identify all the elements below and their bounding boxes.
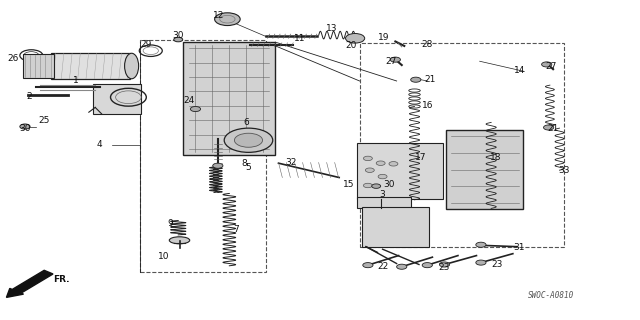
- Text: 10: 10: [158, 252, 170, 261]
- Circle shape: [364, 183, 372, 188]
- Text: 23: 23: [492, 260, 503, 269]
- Circle shape: [378, 174, 387, 179]
- Text: 18: 18: [490, 153, 501, 162]
- Text: 1: 1: [73, 76, 79, 85]
- Text: 6: 6: [244, 118, 250, 127]
- Text: 33: 33: [558, 166, 570, 175]
- FancyArrow shape: [6, 270, 53, 297]
- Circle shape: [376, 161, 385, 165]
- Text: 23: 23: [439, 263, 450, 272]
- Text: 29: 29: [141, 40, 152, 49]
- Text: 30: 30: [172, 31, 184, 40]
- Text: 17: 17: [415, 153, 427, 162]
- Circle shape: [411, 77, 421, 82]
- Circle shape: [397, 264, 407, 269]
- Text: 25: 25: [38, 116, 50, 125]
- Bar: [140, 40, 266, 272]
- Text: 21: 21: [424, 75, 436, 84]
- Circle shape: [190, 107, 200, 112]
- FancyBboxPatch shape: [93, 84, 141, 114]
- Circle shape: [476, 260, 486, 265]
- Text: 21: 21: [547, 124, 559, 133]
- Text: 11: 11: [294, 34, 305, 43]
- Circle shape: [543, 125, 554, 130]
- Bar: [360, 43, 564, 247]
- Text: 9: 9: [167, 219, 173, 228]
- Bar: [357, 197, 412, 208]
- Text: 30: 30: [383, 180, 395, 189]
- Text: 3: 3: [380, 190, 385, 199]
- Text: 27: 27: [386, 57, 397, 66]
- Text: 31: 31: [513, 243, 525, 252]
- Text: 26: 26: [8, 54, 19, 63]
- Text: 13: 13: [326, 24, 337, 33]
- Text: 16: 16: [422, 101, 433, 110]
- Circle shape: [476, 242, 486, 247]
- Circle shape: [541, 62, 552, 67]
- Ellipse shape: [125, 53, 139, 79]
- Circle shape: [214, 13, 240, 26]
- Text: 7: 7: [233, 225, 239, 234]
- Circle shape: [20, 124, 30, 129]
- Circle shape: [389, 162, 398, 166]
- Circle shape: [363, 263, 373, 268]
- Circle shape: [390, 57, 401, 62]
- Text: 2: 2: [27, 92, 32, 101]
- Text: 28: 28: [422, 40, 433, 49]
- Bar: [51, 53, 131, 79]
- Circle shape: [372, 184, 381, 188]
- Text: 19: 19: [378, 33, 390, 42]
- Text: 24: 24: [184, 96, 195, 105]
- Text: 15: 15: [343, 180, 355, 189]
- Text: FR.: FR.: [53, 275, 70, 284]
- Bar: [447, 130, 523, 209]
- Circle shape: [224, 128, 273, 152]
- Text: 8: 8: [242, 159, 248, 168]
- Circle shape: [364, 156, 372, 161]
- Ellipse shape: [170, 237, 189, 244]
- Text: 12: 12: [213, 12, 225, 20]
- Circle shape: [346, 34, 365, 43]
- Text: SWOC-A0810: SWOC-A0810: [528, 291, 574, 300]
- Circle shape: [234, 133, 262, 147]
- Circle shape: [212, 163, 223, 168]
- Text: 32: 32: [285, 158, 297, 167]
- Text: 27: 27: [545, 62, 557, 71]
- Text: 4: 4: [97, 140, 102, 149]
- Bar: [23, 54, 54, 78]
- Circle shape: [365, 168, 374, 172]
- Bar: [182, 42, 275, 155]
- Circle shape: [440, 262, 450, 267]
- Text: 14: 14: [513, 66, 525, 75]
- Circle shape: [173, 37, 182, 42]
- Bar: [362, 207, 429, 247]
- Text: 5: 5: [246, 163, 252, 172]
- Text: 22: 22: [377, 262, 388, 271]
- Text: 20: 20: [345, 41, 356, 51]
- Circle shape: [422, 263, 433, 268]
- Text: 30: 30: [19, 124, 31, 133]
- Bar: [357, 143, 444, 199]
